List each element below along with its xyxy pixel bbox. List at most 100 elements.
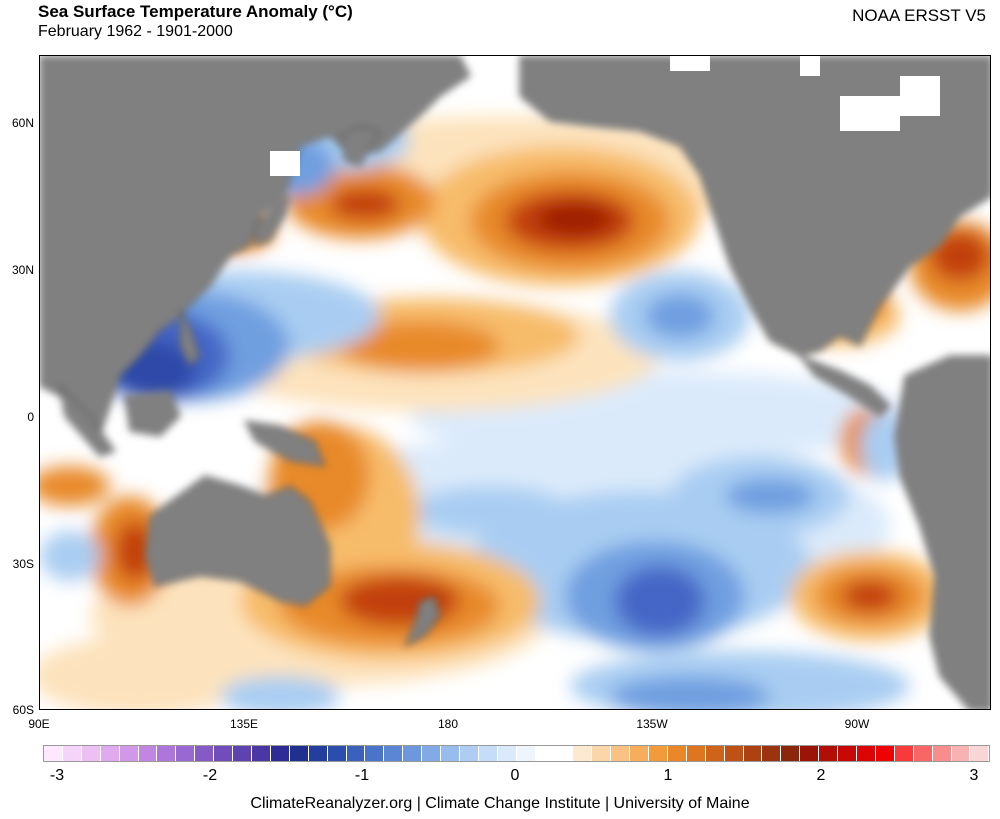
colorbar-swatch bbox=[138, 746, 158, 761]
colorbar-swatch bbox=[214, 746, 234, 761]
land-australia bbox=[144, 475, 331, 607]
colorbar-swatch bbox=[762, 746, 782, 761]
colorbar-swatch bbox=[535, 746, 555, 761]
lat-label-0: 0 bbox=[27, 410, 34, 424]
land-south-america bbox=[894, 355, 990, 709]
anomaly-cool-strong bbox=[615, 566, 705, 636]
anomaly-cool-mid bbox=[645, 294, 715, 338]
colorbar-swatch bbox=[441, 746, 460, 761]
colorbar-swatch bbox=[705, 746, 725, 761]
land-sumatra bbox=[59, 384, 116, 457]
colorbar-swatch bbox=[838, 746, 857, 761]
colorbar bbox=[43, 745, 990, 762]
map-subtitle: February 1962 - 1901-2000 bbox=[38, 23, 233, 40]
lat-label-30s: 30S bbox=[12, 557, 34, 571]
colorbar-swatch bbox=[913, 746, 933, 761]
lon-label-180: 180 bbox=[437, 717, 459, 731]
anomaly-warm-strong bbox=[115, 521, 155, 581]
lon-label-90e: 90E bbox=[28, 717, 50, 731]
colorbar-swatch bbox=[781, 746, 801, 761]
land-new-guinea bbox=[244, 420, 326, 467]
colorbar-swatch bbox=[289, 746, 309, 761]
anomaly-warm-mid bbox=[340, 321, 500, 371]
colorbar-swatch bbox=[403, 746, 423, 761]
colorbar-swatch bbox=[630, 746, 649, 761]
sea-ice-patch bbox=[670, 56, 710, 71]
colorbar-swatch bbox=[308, 746, 328, 761]
colorbar-tick-label: 2 bbox=[816, 767, 826, 784]
sea-ice-white bbox=[270, 56, 940, 176]
colorbar-swatch bbox=[856, 746, 876, 761]
anomaly-cool-mid bbox=[610, 676, 770, 709]
sea-ice-patch bbox=[840, 96, 900, 131]
land-new-zealand bbox=[404, 595, 441, 647]
colorbar-swatch bbox=[62, 746, 82, 761]
colorbar-swatch bbox=[554, 746, 574, 761]
land-borneo bbox=[124, 390, 181, 437]
colorbar-swatch bbox=[365, 746, 385, 761]
colorbar-swatch bbox=[932, 746, 952, 761]
anomaly-warm-pale bbox=[40, 636, 250, 709]
colorbar-swatch bbox=[119, 746, 139, 761]
colorbar-swatch bbox=[422, 746, 442, 761]
anomaly-cool-mid bbox=[725, 478, 815, 514]
lat-label-60n: 60N bbox=[11, 116, 34, 130]
colorbar-swatch bbox=[743, 746, 763, 761]
colorbar-swatch bbox=[384, 746, 404, 761]
colorbar-swatch bbox=[44, 746, 63, 761]
sea-ice-patch bbox=[900, 76, 940, 116]
lat-label-30n: 30N bbox=[11, 263, 34, 277]
colorbar-swatch bbox=[346, 746, 366, 761]
colorbar-swatch bbox=[270, 746, 290, 761]
anomaly-cool-light bbox=[410, 486, 570, 536]
sst-anomaly-map bbox=[39, 55, 991, 710]
land-central-america bbox=[798, 355, 891, 417]
land-philippines bbox=[179, 309, 201, 367]
anomaly-warm-strong bbox=[842, 580, 898, 612]
colorbar-swatch bbox=[157, 746, 177, 761]
colorbar-swatch bbox=[497, 746, 517, 761]
colorbar-swatch bbox=[819, 746, 839, 761]
colorbar-tick-label: 1 bbox=[663, 767, 673, 784]
colorbar-tick-label: 0 bbox=[510, 767, 520, 784]
colorbar-swatch bbox=[195, 746, 215, 761]
colorbar-swatch bbox=[327, 746, 347, 761]
land-kamchatka bbox=[339, 125, 381, 167]
lat-label-60s: 60S bbox=[12, 703, 34, 717]
anomaly-cool-light bbox=[220, 676, 340, 709]
colorbar-swatch bbox=[611, 746, 631, 761]
colorbar-swatch bbox=[667, 746, 687, 761]
colorbar-swatch bbox=[100, 746, 120, 761]
lon-label-90w: 90W bbox=[844, 717, 870, 731]
anomaly-warm-strong bbox=[930, 231, 990, 281]
map-title: Sea Surface Temperature Anomaly (°C) bbox=[38, 2, 353, 21]
colorbar-swatch bbox=[251, 746, 271, 761]
dataset-label: NOAA ERSST V5 bbox=[852, 6, 986, 25]
colorbar-swatch bbox=[459, 746, 479, 761]
sea-ice-patch bbox=[270, 151, 300, 176]
colorbar-swatch bbox=[233, 746, 252, 761]
colorbar-swatch bbox=[573, 746, 593, 761]
colorbar-swatch bbox=[81, 746, 101, 761]
colorbar-swatch bbox=[970, 746, 990, 761]
colorbar-tick-label: 3 bbox=[969, 767, 979, 784]
anomaly-warm-mid bbox=[40, 466, 110, 506]
colorbar-swatch bbox=[894, 746, 914, 761]
anomaly-warm-core bbox=[537, 203, 613, 235]
colorbar-swatch bbox=[649, 746, 668, 761]
colorbar-swatch bbox=[724, 746, 744, 761]
colorbar-swatch bbox=[516, 746, 536, 761]
colorbar-tick-label: -2 bbox=[202, 767, 218, 784]
anomaly-warm-strong bbox=[330, 188, 400, 220]
lon-label-135e: 135E bbox=[229, 717, 259, 731]
anomaly-warm-strong bbox=[340, 576, 460, 626]
colorbar-swatch bbox=[686, 746, 706, 761]
colorbar-tick-label: -1 bbox=[354, 767, 370, 784]
colorbar-swatch bbox=[875, 746, 895, 761]
colorbar-swatch bbox=[592, 746, 612, 761]
anomaly-cool-light bbox=[40, 531, 100, 581]
colorbar-tick-label: -3 bbox=[49, 767, 65, 784]
colorbar-swatch bbox=[478, 746, 498, 761]
credits-footer: ClimateReanalyzer.org | Climate Change I… bbox=[250, 795, 750, 812]
sea-ice-patch bbox=[800, 56, 820, 76]
